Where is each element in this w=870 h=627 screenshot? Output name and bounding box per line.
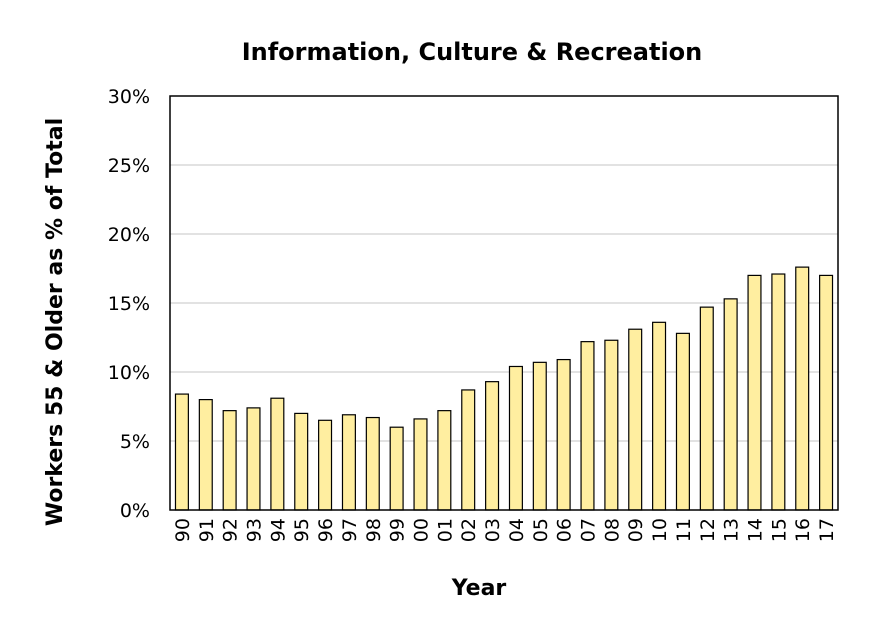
bar <box>341 414 356 511</box>
bar <box>747 274 762 511</box>
x-tick-label: 95 <box>291 518 313 542</box>
bar <box>294 412 309 511</box>
bar <box>580 341 595 511</box>
x-tick-label: 05 <box>530 518 552 542</box>
y-tick-label: 30% <box>108 86 150 108</box>
x-tick-label: 04 <box>506 518 528 542</box>
x-tick-label: 11 <box>673 518 695 542</box>
gridlines <box>170 164 838 442</box>
y-tick-label: 15% <box>108 293 150 315</box>
y-tick-label: 10% <box>108 362 150 384</box>
bar <box>604 339 619 511</box>
y-tick-label: 0% <box>120 500 150 522</box>
x-tick-label: 14 <box>745 518 767 542</box>
x-tick-label: 91 <box>196 518 218 542</box>
x-tick-label: 96 <box>315 518 337 542</box>
bar <box>485 381 500 511</box>
bar <box>675 332 690 511</box>
x-tick-label: 00 <box>411 518 433 542</box>
bar <box>723 298 738 511</box>
x-tick-label: 93 <box>244 518 266 542</box>
bar <box>389 426 404 511</box>
x-tick-label: 94 <box>267 518 289 542</box>
x-tick-label: 17 <box>816 518 838 542</box>
plot-frame <box>169 95 839 511</box>
bar <box>795 266 810 511</box>
bar <box>365 416 380 511</box>
x-tick-label: 09 <box>625 518 647 542</box>
bar <box>318 419 333 511</box>
bar <box>222 410 237 511</box>
bar <box>556 358 571 511</box>
x-tick-label: 15 <box>768 518 790 542</box>
bar <box>198 399 213 511</box>
x-tick-label: 06 <box>554 518 576 542</box>
y-tick-label: 20% <box>108 224 150 246</box>
x-tick-label: 03 <box>482 518 504 542</box>
y-tick-label: 25% <box>108 155 150 177</box>
y-axis-ticks: 0% 5% 10% 15% 20% 25% 30% <box>108 86 150 522</box>
x-tick-label: 07 <box>578 518 600 542</box>
x-tick-label: 90 <box>172 518 194 542</box>
x-tick-label: 16 <box>792 518 814 542</box>
y-tick-label: 5% <box>120 431 150 453</box>
x-tick-label: 99 <box>387 518 409 542</box>
x-axis-ticks: 90 91 92 93 94 95 96 97 98 99 00 01 02 03 04 05 06 07 08 09… <box>172 518 838 542</box>
bar <box>437 410 452 511</box>
bar <box>771 273 786 511</box>
x-tick-label: 02 <box>458 518 480 542</box>
y-axis-label: Workers 55 & Older as % of Total <box>43 118 68 526</box>
bar <box>413 418 428 511</box>
x-tick-label: 98 <box>363 518 385 542</box>
bar <box>628 328 643 511</box>
x-axis-label: Year <box>451 576 507 601</box>
bar <box>270 397 285 511</box>
bar <box>508 365 523 511</box>
x-tick-label: 97 <box>339 518 361 542</box>
chart-title: Information, Culture & Recreation <box>242 38 703 66</box>
x-tick-label: 01 <box>434 518 456 542</box>
bar <box>246 407 261 511</box>
x-tick-label: 10 <box>649 518 671 542</box>
bar <box>699 306 714 511</box>
bar <box>174 393 189 511</box>
bar <box>461 389 476 511</box>
bar <box>652 321 667 511</box>
bar <box>819 274 834 511</box>
bar <box>532 361 547 511</box>
x-tick-label: 13 <box>721 518 743 542</box>
x-tick-label: 92 <box>220 518 242 542</box>
x-tick-label: 12 <box>697 518 719 542</box>
x-tick-label: 08 <box>601 518 623 542</box>
